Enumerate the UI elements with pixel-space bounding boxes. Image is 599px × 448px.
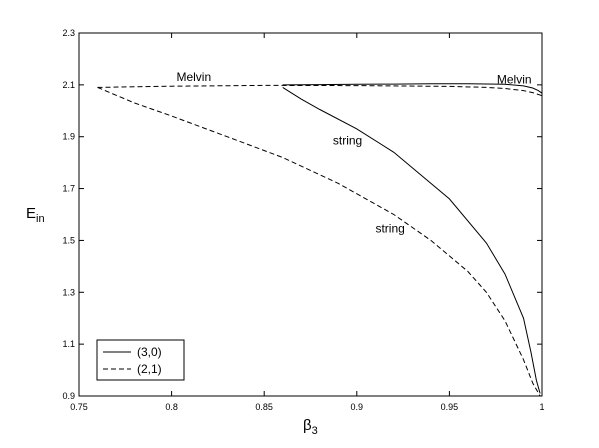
legend: (3,0) (2,1) <box>96 339 185 381</box>
series-2-branch-1-line <box>97 84 543 97</box>
y-tick-label: 0.9 <box>62 391 75 401</box>
annotation-label: string <box>333 133 362 147</box>
y-tick-label: 1.1 <box>62 339 75 349</box>
y-tick-label: 1.9 <box>62 132 75 142</box>
y-tick-label: 1.5 <box>62 235 75 245</box>
y-tick-label: 1.7 <box>62 184 75 194</box>
y-axis-label-sub: in <box>36 213 45 225</box>
x-axis-label: β3 <box>303 417 318 437</box>
annotations: Melvin Melvin string string <box>176 70 531 236</box>
y-axis-label-main: E <box>26 205 36 222</box>
annotation-label: Melvin <box>497 73 532 87</box>
y-axis-label: Ein <box>26 205 45 225</box>
x-axis-label-sub: 3 <box>312 425 318 437</box>
x-tick-label: 0.95 <box>441 402 459 412</box>
x-tick-label: 1 <box>539 402 544 412</box>
x-tick-label: 0.85 <box>255 402 273 412</box>
x-axis-label-main: β <box>303 417 312 434</box>
series-lines <box>97 83 543 397</box>
y-tick-label: 2.3 <box>62 28 75 38</box>
x-tick-label: 0.8 <box>165 402 178 412</box>
legend-label-series-2: (2,1) <box>137 362 162 376</box>
series-1-branch-1-line <box>282 83 543 94</box>
legend-label-series-1: (3,0) <box>137 345 162 359</box>
plot-frame <box>78 32 543 397</box>
annotation-label: string <box>375 222 404 236</box>
x-tick-label: 0.9 <box>351 402 364 412</box>
annotation-label: Melvin <box>176 70 211 84</box>
series-2-branch-2-line <box>97 86 541 397</box>
legend-box <box>96 339 185 381</box>
y-tick-labels: 0.9 1.1 1.3 1.5 1.7 1.9 2.1 2.3 <box>62 28 75 401</box>
axis-ticks <box>78 32 543 397</box>
y-tick-label: 2.1 <box>62 80 75 90</box>
series-1-branch-2-line <box>282 86 541 394</box>
y-tick-label: 1.3 <box>62 287 75 297</box>
x-tick-label: 0.75 <box>70 402 88 412</box>
x-tick-labels: 0.75 0.8 0.85 0.9 0.95 1 <box>70 402 544 412</box>
